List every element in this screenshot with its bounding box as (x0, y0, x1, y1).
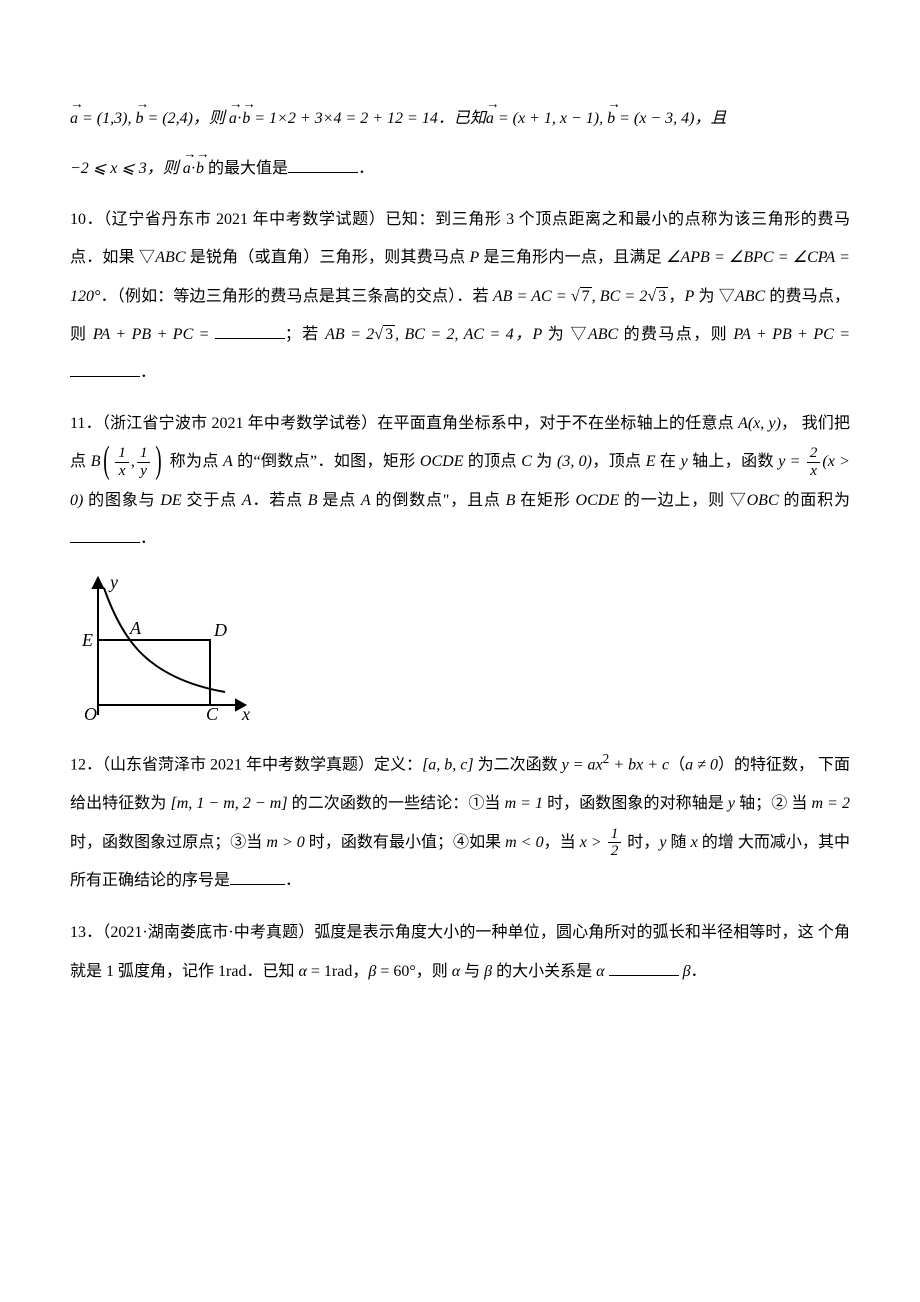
vec-a-dot: a (229, 100, 237, 138)
eq-b: = (2,4)，则 (143, 110, 228, 127)
vec-b3: b (196, 150, 204, 188)
q9-line2: −2 ⩽ x ⩽ 3，则 a·b 的最大值是． (70, 150, 850, 188)
q10-blank2 (70, 361, 140, 377)
q11-p1: 11．（浙江省宁波市 2021 年中考数学试卷）在平面直角坐标系中，对于不在坐标… (70, 405, 850, 559)
label-x: x (241, 704, 250, 724)
q10-p1: 10．（辽宁省丹东市 2021 年中考数学试题）已知：到三角形 3 个顶点距离之… (70, 201, 850, 393)
dot-result: = 1×2 + 3×4 = 2 + 12 = 14．已知 (250, 110, 486, 127)
sqrt3: 3 (647, 278, 668, 316)
q13-blank (609, 960, 679, 976)
label-A: A (129, 618, 142, 638)
q12-p: 12．（山东省菏泽市 2021 年中考数学真题）定义：[a, b, c] 为二次… (70, 743, 850, 900)
label-C: C (206, 704, 219, 724)
eq-a2: = (x + 1, x − 1), (494, 110, 607, 127)
vec-a3: a (183, 150, 191, 188)
sqrt7: 7 (571, 278, 592, 316)
q12-blank (230, 869, 285, 885)
label-D: D (213, 620, 227, 640)
q13-p: 13．（2021·湖南娄底市·中考真题）弧度是表示角度大小的一种单位，圆心角所对… (70, 914, 850, 991)
frac-2-x: 2x (807, 445, 821, 479)
vec-b: b (135, 100, 143, 138)
tail: 的最大值是 (204, 160, 288, 177)
sqrt3b: 3 (374, 316, 395, 354)
label-E: E (81, 630, 93, 650)
eq-b2: = (x − 3, 4)，且 (615, 110, 726, 127)
vec-a2: a (486, 100, 494, 138)
eq-a: = (1,3), (78, 110, 135, 127)
vec-b2: b (607, 100, 615, 138)
q9-blank (288, 157, 358, 173)
label-y: y (108, 572, 118, 592)
q10-blank1 (215, 323, 285, 339)
big-paren: (1x, 1y) (100, 443, 165, 481)
q9-line1: a = (1,3), b = (2,4)，则 a·b = 1×2 + 3×4 =… (70, 100, 850, 138)
q11-graph: y x O E A D C (70, 570, 255, 725)
vec-a: a (70, 100, 78, 138)
frac-half: 12 (608, 826, 622, 860)
q11-blank (70, 527, 140, 543)
range: −2 ⩽ x ⩽ 3，则 (70, 160, 183, 177)
label-O: O (84, 704, 97, 724)
vec-b-dot: b (242, 100, 250, 138)
